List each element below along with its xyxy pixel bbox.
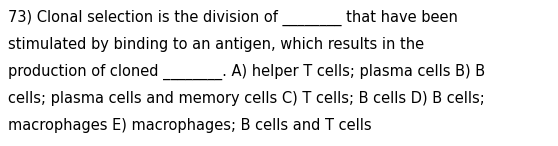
Text: 73) Clonal selection is the division of ________ that have been: 73) Clonal selection is the division of … [8,10,458,26]
Text: cells; plasma cells and memory cells C) T cells; B cells D) B cells;: cells; plasma cells and memory cells C) … [8,91,485,106]
Text: stimulated by binding to an antigen, which results in the: stimulated by binding to an antigen, whi… [8,37,425,52]
Text: production of cloned ________. A) helper T cells; plasma cells B) B: production of cloned ________. A) helper… [8,64,485,80]
Text: macrophages E) macrophages; B cells and T cells: macrophages E) macrophages; B cells and … [8,118,372,133]
